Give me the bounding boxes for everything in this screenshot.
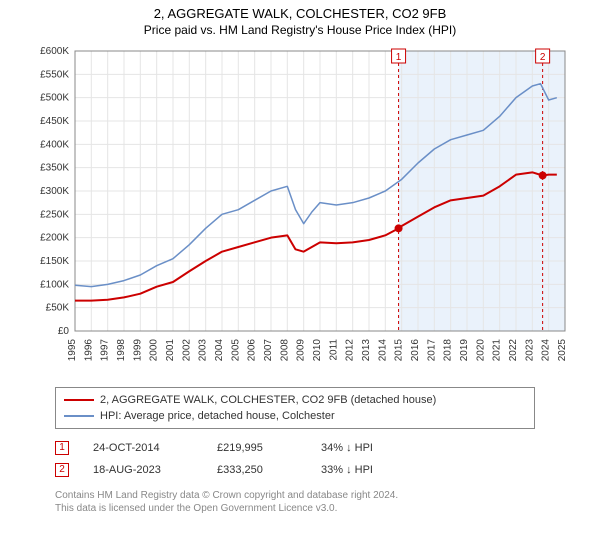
marker-hpi: 33% ↓ HPI xyxy=(321,459,421,481)
svg-text:£400K: £400K xyxy=(40,139,69,150)
svg-text:2021: 2021 xyxy=(492,339,503,362)
legend-swatch xyxy=(64,415,94,417)
svg-text:2010: 2010 xyxy=(312,339,323,362)
svg-text:2024: 2024 xyxy=(541,339,552,362)
svg-text:2008: 2008 xyxy=(279,339,290,362)
svg-text:1: 1 xyxy=(396,52,402,63)
footer-line: This data is licensed under the Open Gov… xyxy=(55,502,535,515)
page-title: 2, AGGREGATE WALK, COLCHESTER, CO2 9FB xyxy=(0,0,600,21)
legend-row: 2, AGGREGATE WALK, COLCHESTER, CO2 9FB (… xyxy=(64,392,526,408)
svg-text:2: 2 xyxy=(540,52,546,63)
svg-text:2025: 2025 xyxy=(557,339,568,362)
footer: Contains HM Land Registry data © Crown c… xyxy=(55,489,535,515)
legend-label: 2, AGGREGATE WALK, COLCHESTER, CO2 9FB (… xyxy=(100,392,436,408)
svg-text:£150K: £150K xyxy=(40,256,69,267)
marker-badge: 1 xyxy=(55,441,69,455)
svg-text:1995: 1995 xyxy=(67,339,78,362)
marker-row: 2 18-AUG-2023 £333,250 33% ↓ HPI xyxy=(55,459,535,481)
chart-area: £0 £50K £100K £150K £200K £250K £300K £350K £400… xyxy=(20,41,580,381)
svg-text:2000: 2000 xyxy=(149,339,160,362)
marker-price: £333,250 xyxy=(217,459,297,481)
marker-date: 24-OCT-2014 xyxy=(93,437,193,459)
svg-text:£350K: £350K xyxy=(40,163,69,174)
legend-row: HPI: Average price, detached house, Colc… xyxy=(64,408,526,424)
svg-text:£600K: £600K xyxy=(40,46,69,57)
svg-text:£300K: £300K xyxy=(40,186,69,197)
legend-box: 2, AGGREGATE WALK, COLCHESTER, CO2 9FB (… xyxy=(55,387,535,429)
chart-container: 2, AGGREGATE WALK, COLCHESTER, CO2 9FB P… xyxy=(0,0,600,560)
svg-text:£250K: £250K xyxy=(40,209,69,220)
svg-text:2018: 2018 xyxy=(443,339,454,362)
svg-text:2002: 2002 xyxy=(181,339,192,362)
svg-text:2005: 2005 xyxy=(230,339,241,362)
svg-text:2007: 2007 xyxy=(263,339,274,362)
svg-text:£450K: £450K xyxy=(40,116,69,127)
chart-svg: £0 £50K £100K £150K £200K £250K £300K £350K £400… xyxy=(20,41,580,381)
legend-label: HPI: Average price, detached house, Colc… xyxy=(100,408,335,424)
svg-text:2019: 2019 xyxy=(459,339,470,362)
svg-text:2023: 2023 xyxy=(524,339,535,362)
svg-text:2003: 2003 xyxy=(198,339,209,362)
footer-line: Contains HM Land Registry data © Crown c… xyxy=(55,489,535,502)
svg-text:£0: £0 xyxy=(58,326,70,337)
svg-text:£550K: £550K xyxy=(40,69,69,80)
legend-swatch xyxy=(64,399,94,401)
svg-text:2020: 2020 xyxy=(475,339,486,362)
svg-text:2014: 2014 xyxy=(377,339,388,362)
svg-text:1997: 1997 xyxy=(100,339,111,362)
svg-text:2011: 2011 xyxy=(328,339,339,361)
svg-text:1998: 1998 xyxy=(116,339,127,362)
svg-text:2006: 2006 xyxy=(247,339,258,362)
marker-row: 1 24-OCT-2014 £219,995 34% ↓ HPI xyxy=(55,437,535,459)
marker-price: £219,995 xyxy=(217,437,297,459)
svg-text:2016: 2016 xyxy=(410,339,421,362)
marker-date: 18-AUG-2023 xyxy=(93,459,193,481)
page-subtitle: Price paid vs. HM Land Registry's House … xyxy=(0,21,600,41)
marker-badge: 2 xyxy=(55,463,69,477)
svg-text:2017: 2017 xyxy=(426,339,437,362)
svg-text:2012: 2012 xyxy=(345,339,356,362)
svg-text:1996: 1996 xyxy=(83,339,94,362)
svg-text:£500K: £500K xyxy=(40,93,69,104)
svg-text:2015: 2015 xyxy=(394,339,405,362)
svg-text:2001: 2001 xyxy=(165,339,176,362)
svg-text:£100K: £100K xyxy=(40,279,69,290)
marker-table: 1 24-OCT-2014 £219,995 34% ↓ HPI 2 18-AU… xyxy=(55,437,535,481)
svg-text:2009: 2009 xyxy=(296,339,307,362)
svg-text:2022: 2022 xyxy=(508,339,519,362)
svg-text:£200K: £200K xyxy=(40,233,69,244)
svg-text:1999: 1999 xyxy=(132,339,143,362)
svg-text:2004: 2004 xyxy=(214,339,225,362)
svg-text:£50K: £50K xyxy=(46,303,70,314)
svg-text:2013: 2013 xyxy=(361,339,372,362)
marker-hpi: 34% ↓ HPI xyxy=(321,437,421,459)
